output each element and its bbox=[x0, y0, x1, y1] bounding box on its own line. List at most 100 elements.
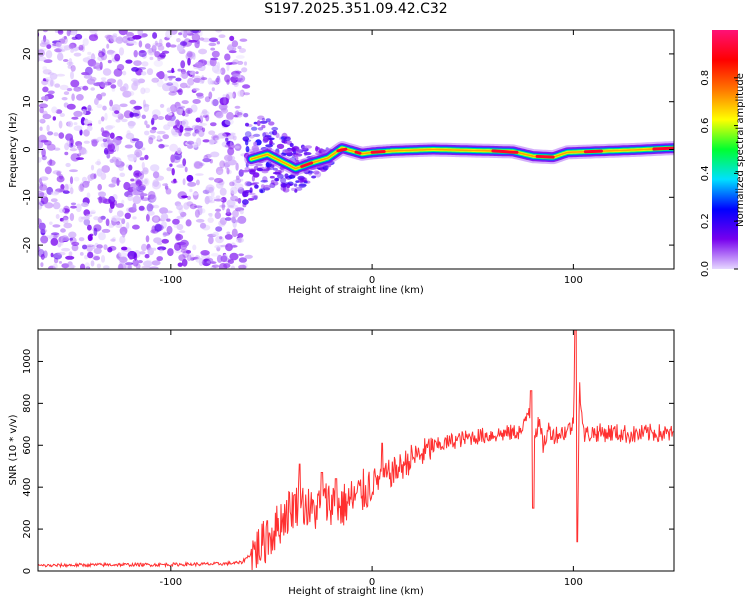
noise-blob bbox=[185, 85, 191, 89]
noise-blob bbox=[129, 255, 133, 260]
noise-blob bbox=[219, 160, 226, 169]
noise-blob bbox=[211, 99, 220, 106]
noise-blob bbox=[44, 202, 54, 209]
noise-blob bbox=[83, 120, 93, 124]
noise-blob bbox=[179, 82, 188, 89]
noise-blob bbox=[109, 158, 115, 163]
noise-blob bbox=[90, 260, 95, 267]
noise-blob bbox=[115, 222, 123, 228]
noise-blob bbox=[40, 139, 49, 143]
noise-blob bbox=[229, 140, 233, 148]
noise-blob bbox=[62, 217, 69, 224]
transition-blob bbox=[251, 195, 258, 199]
noise-blob bbox=[38, 140, 44, 149]
noise-blob bbox=[130, 183, 140, 188]
noise-blob bbox=[124, 261, 133, 269]
noise-blob bbox=[195, 179, 200, 186]
transition-blob bbox=[243, 113, 249, 118]
noise-blob bbox=[217, 133, 222, 140]
noise-blob bbox=[227, 44, 234, 50]
noise-blob bbox=[109, 201, 115, 209]
noise-blob bbox=[115, 119, 121, 123]
noise-blob bbox=[238, 264, 247, 269]
transition-blob bbox=[242, 136, 250, 142]
noise-blob bbox=[201, 37, 211, 43]
noise-blob bbox=[225, 217, 232, 221]
noise-blob bbox=[125, 132, 135, 140]
noise-blob bbox=[174, 119, 180, 127]
noise-blob bbox=[89, 30, 98, 34]
noise-blob bbox=[82, 244, 88, 250]
noise-blob bbox=[135, 180, 143, 186]
noise-blob bbox=[234, 143, 242, 151]
noise-blob bbox=[73, 52, 82, 57]
noise-blob bbox=[193, 75, 202, 81]
noise-blob bbox=[41, 155, 47, 161]
noise-blob bbox=[101, 165, 110, 173]
noise-blob bbox=[96, 104, 103, 109]
noise-blob bbox=[42, 66, 48, 71]
noise-blob bbox=[201, 127, 206, 133]
transition-blob bbox=[254, 184, 259, 189]
noise-blob bbox=[124, 212, 131, 219]
colorbar-ticks: 0.0 0.2 0.4 0.6 0.8 bbox=[700, 70, 738, 277]
noise-blob bbox=[216, 195, 221, 199]
transition-blob bbox=[272, 130, 278, 136]
noise-blob bbox=[225, 62, 233, 66]
noise-blob bbox=[71, 30, 77, 36]
noise-blob bbox=[47, 90, 55, 95]
noise-blob bbox=[43, 30, 48, 33]
transition-blob bbox=[261, 184, 265, 189]
noise-blob bbox=[56, 73, 66, 77]
noise-blob bbox=[125, 59, 133, 64]
transition-blob bbox=[257, 115, 265, 120]
noise-blob bbox=[166, 107, 171, 113]
noise-blob bbox=[40, 195, 49, 205]
noise-blob bbox=[194, 61, 203, 69]
noise-blob bbox=[70, 65, 76, 72]
noise-blob bbox=[195, 258, 203, 263]
noise-blob bbox=[216, 254, 223, 263]
noise-blob bbox=[38, 118, 45, 123]
noise-blob bbox=[170, 180, 178, 184]
transition-blob bbox=[242, 199, 249, 205]
noise-blob bbox=[76, 94, 84, 101]
noise-blob bbox=[141, 114, 146, 120]
noise-blob bbox=[109, 99, 113, 107]
noise-blob bbox=[152, 43, 157, 50]
y-tick-label: 0 bbox=[22, 146, 33, 152]
noise-blob bbox=[196, 137, 202, 147]
noise-blob bbox=[229, 35, 235, 42]
noise-blob bbox=[135, 263, 141, 269]
noise-blob bbox=[46, 124, 50, 132]
noise-blob bbox=[126, 222, 130, 229]
transition-blob bbox=[295, 180, 300, 183]
noise-blob bbox=[208, 91, 213, 100]
noise-blob bbox=[210, 122, 217, 127]
noise-blob bbox=[78, 44, 84, 51]
noise-blob bbox=[72, 47, 78, 52]
noise-blob bbox=[237, 45, 242, 50]
noise-blob bbox=[168, 77, 173, 81]
noise-blob bbox=[102, 68, 112, 76]
noise-blob bbox=[165, 210, 173, 214]
noise-blob bbox=[107, 59, 112, 64]
noise-blob bbox=[127, 194, 133, 202]
noise-blob bbox=[211, 50, 220, 58]
noise-blob bbox=[153, 237, 162, 244]
noise-blob bbox=[100, 116, 105, 122]
noise-blob bbox=[70, 71, 74, 80]
noise-blob bbox=[66, 87, 73, 92]
noise-blob bbox=[85, 214, 93, 218]
transition-blob bbox=[281, 139, 286, 144]
noise-blob bbox=[75, 203, 82, 213]
noise-blob bbox=[153, 216, 159, 222]
transition-blob bbox=[263, 184, 271, 191]
noise-blob bbox=[71, 244, 79, 252]
noise-blob bbox=[38, 184, 43, 192]
noise-blob bbox=[49, 221, 53, 225]
transition-blob bbox=[283, 136, 291, 141]
noise-blob bbox=[108, 207, 113, 214]
noise-blob bbox=[77, 144, 83, 151]
noise-blob bbox=[114, 53, 121, 62]
